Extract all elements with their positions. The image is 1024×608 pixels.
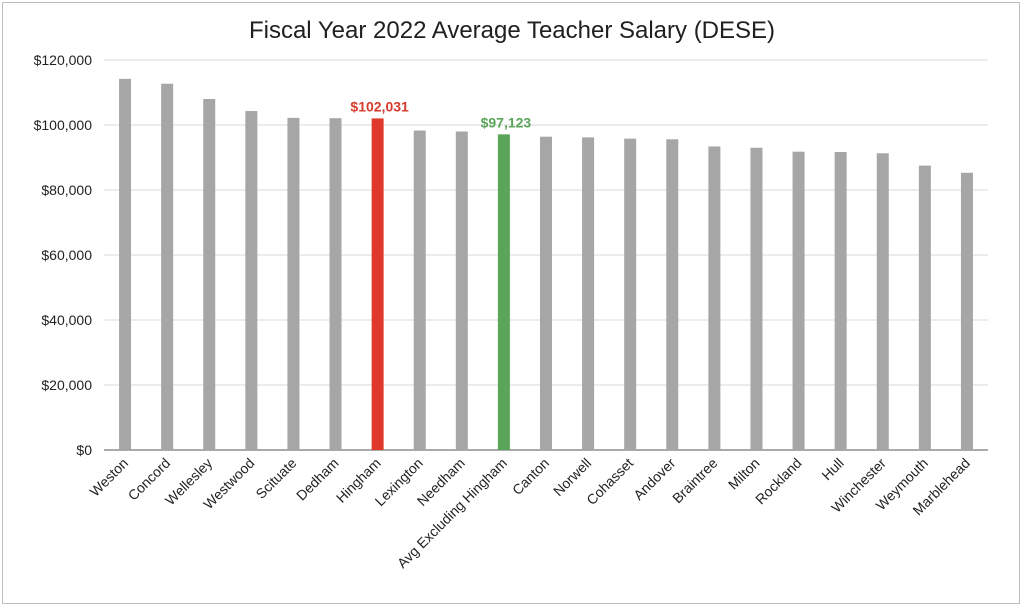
- bar-braintree: [708, 146, 721, 450]
- bar-norwell: [582, 137, 595, 450]
- bar-needham: [455, 131, 468, 450]
- bar-lexington: [413, 130, 426, 450]
- x-axis-ticks: WestonConcordWellesleyWestwoodScituateDe…: [86, 455, 973, 571]
- bar-canton: [540, 136, 552, 450]
- bar-hull: [834, 151, 847, 450]
- bar-westwood: [245, 111, 258, 451]
- bar-andover: [666, 139, 679, 451]
- bar-winchester: [876, 153, 889, 450]
- y-tick-label: $0: [76, 442, 92, 458]
- data-label: $97,123: [481, 114, 532, 130]
- bar-scituate: [287, 117, 300, 450]
- data-label: $102,031: [350, 98, 409, 114]
- x-tick-label: Milton: [725, 455, 763, 493]
- y-tick-label: $40,000: [41, 312, 92, 328]
- bar-cohasset: [624, 138, 637, 450]
- x-tick-label: Scituate: [252, 455, 299, 502]
- y-tick-label: $120,000: [34, 52, 93, 68]
- bar-hingham: [371, 118, 384, 451]
- x-tick-label: Rockland: [752, 455, 805, 508]
- bar-weston: [119, 78, 132, 450]
- y-axis-ticks: $0 $20,000 $40,000 $60,000 $80,000 $100,000 $1…: [34, 52, 93, 458]
- x-tick-label: Hull: [818, 455, 846, 483]
- chart-title: Fiscal Year 2022 Average Teacher Salary …: [249, 17, 775, 44]
- bar-rockland: [792, 151, 805, 450]
- bars: [119, 78, 973, 451]
- bar-milton: [750, 147, 763, 450]
- y-tick-label: $80,000: [41, 182, 92, 198]
- bar-weymouth: [918, 165, 931, 450]
- y-tick-label: $100,000: [34, 117, 93, 133]
- x-tick-label: Braintree: [669, 455, 721, 507]
- y-tick-label: $60,000: [41, 247, 92, 263]
- x-tick-label: Cohasset: [583, 455, 636, 508]
- bar-concord: [161, 83, 174, 450]
- bar-dedham: [329, 118, 342, 451]
- x-tick-label: Canton: [509, 455, 552, 498]
- bar-avg-excluding-hingham: [497, 134, 510, 450]
- bar-wellesley: [203, 99, 216, 450]
- data-labels: $102,031 $97,123: [350, 98, 531, 130]
- y-tick-label: $20,000: [41, 377, 92, 393]
- bar-marblehead: [960, 172, 973, 450]
